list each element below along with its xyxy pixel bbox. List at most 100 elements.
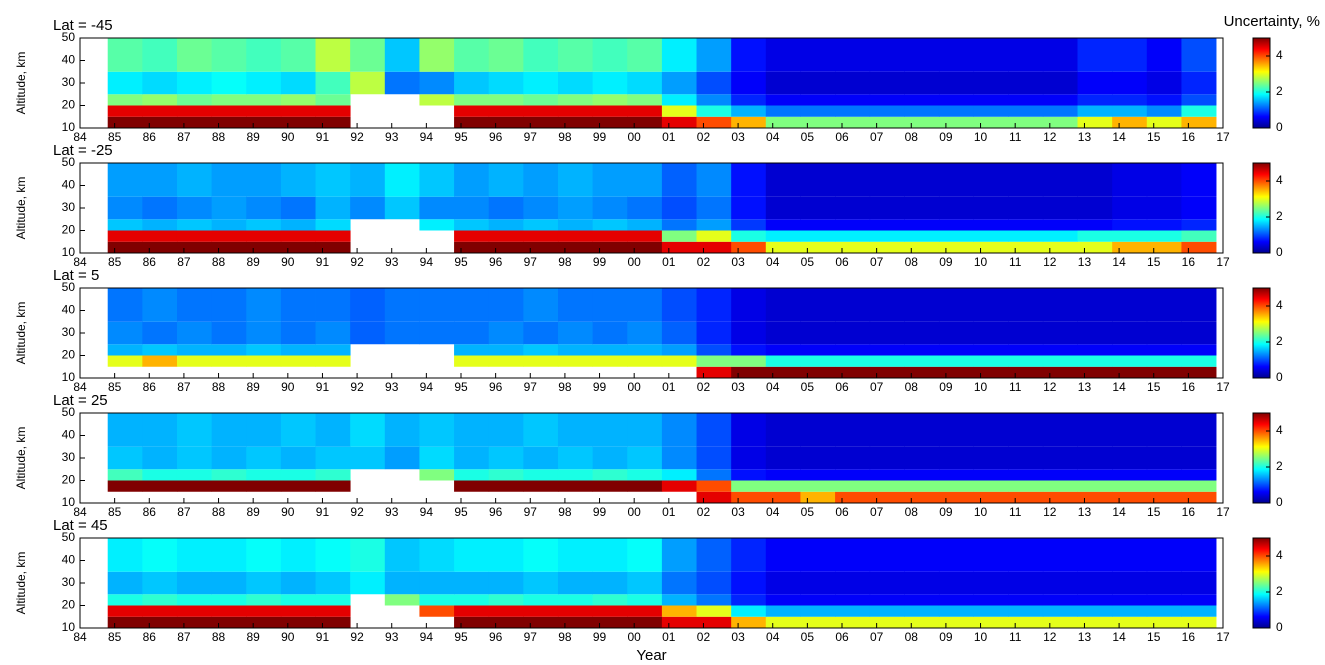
- heat-cell: [280, 230, 316, 242]
- y-tick-label: 30: [62, 575, 76, 589]
- heat-cell: [142, 413, 178, 447]
- heat-cell: [488, 71, 524, 95]
- heat-cell: [488, 446, 524, 470]
- colorbar: [1252, 287, 1271, 379]
- x-tick-label: 05: [801, 380, 815, 394]
- x-tick-label: 17: [1216, 380, 1230, 394]
- heat-cell: [211, 94, 247, 106]
- heat-cell: [1077, 241, 1113, 253]
- heat-cell: [350, 413, 386, 447]
- heat-cell: [1112, 446, 1148, 470]
- heat-cell: [938, 616, 975, 628]
- heat-cell: [800, 241, 836, 253]
- heat-cell: [557, 288, 594, 322]
- heat-cell: [107, 321, 143, 345]
- heat-cell: [280, 288, 316, 322]
- heat-cell: [1008, 413, 1044, 447]
- heat-cell: [1181, 605, 1217, 617]
- heat-cell: [488, 469, 524, 481]
- heat-cell: [1181, 413, 1217, 447]
- x-tick-label: 84: [73, 505, 87, 519]
- heat-cell: [938, 116, 975, 128]
- heat-cell: [973, 616, 1009, 628]
- heat-cell: [661, 538, 697, 572]
- heat-cell: [1146, 344, 1182, 356]
- heat-cell: [280, 355, 316, 367]
- heat-cell: [1112, 480, 1148, 492]
- heat-cell: [627, 594, 663, 606]
- heat-cell: [938, 469, 975, 481]
- heat-cell: [107, 116, 143, 128]
- heat-cell: [419, 571, 455, 595]
- heat-cell: [800, 413, 836, 447]
- heat-cell: [454, 288, 490, 322]
- x-tick-label: 17: [1216, 255, 1230, 269]
- heat-cell: [1112, 491, 1148, 503]
- heat-cell: [1042, 71, 1078, 95]
- heat-cell: [488, 321, 524, 345]
- heat-cell: [1077, 288, 1113, 322]
- x-tick-label: 09: [939, 130, 953, 144]
- x-tick-label: 89: [247, 380, 261, 394]
- heat-cell: [696, 538, 732, 572]
- heat-cell: [938, 105, 975, 117]
- heat-cell: [142, 355, 178, 367]
- heat-cell: [1146, 230, 1182, 242]
- heat-cell: [1146, 71, 1182, 95]
- heat-cell: [800, 94, 836, 106]
- heat-cell: [800, 538, 836, 572]
- x-tick-label: 06: [835, 380, 849, 394]
- heat-cell: [835, 616, 871, 628]
- heat-cell: [280, 605, 316, 617]
- heat-cell: [1181, 538, 1217, 572]
- heat-cell: [176, 469, 213, 481]
- x-tick-label: 92: [350, 630, 364, 644]
- heat-cell: [523, 469, 559, 481]
- heat-cell: [835, 94, 871, 106]
- heat-cell: [488, 616, 524, 628]
- heat-cell: [627, 241, 663, 253]
- heat-cell: [557, 241, 594, 253]
- heat-cell: [592, 446, 628, 470]
- heat-cell: [627, 116, 663, 128]
- heat-cell: [696, 116, 732, 128]
- heat-cell: [523, 288, 559, 322]
- heat-cell: [350, 446, 386, 470]
- heat-cell: [384, 321, 420, 345]
- colorbar-tick-label: 4: [1276, 173, 1283, 187]
- heat-cell: [1181, 105, 1217, 117]
- x-tick-label: 05: [801, 630, 815, 644]
- x-tick-label: 12: [1043, 630, 1057, 644]
- x-tick-label: 84: [73, 130, 87, 144]
- heat-cell: [904, 196, 940, 220]
- x-tick-label: 94: [420, 380, 434, 394]
- heat-cell: [142, 105, 178, 117]
- heat-cell: [523, 241, 559, 253]
- heat-cell: [557, 571, 594, 595]
- heat-cell: [800, 480, 836, 492]
- heat-cell: [142, 480, 178, 492]
- heat-cell: [176, 605, 213, 617]
- heat-cell: [973, 230, 1009, 242]
- heat-cell: [107, 594, 143, 606]
- x-tick-label: 06: [835, 130, 849, 144]
- heat-cell: [835, 446, 871, 470]
- y-tick-label: 50: [62, 30, 76, 44]
- heat-cell: [731, 288, 767, 322]
- heat-cell: [731, 71, 767, 95]
- heat-cell: [765, 163, 801, 197]
- heat-cell: [1077, 105, 1113, 117]
- heat-cell: [454, 469, 490, 481]
- heat-cell: [557, 321, 594, 345]
- heat-cell: [973, 594, 1009, 606]
- heat-cell: [315, 355, 351, 367]
- heat-cell: [592, 571, 628, 595]
- heat-cell: [731, 344, 767, 356]
- heat-cell: [1146, 571, 1182, 595]
- heat-cell: [696, 605, 732, 617]
- heat-cell: [835, 105, 871, 117]
- heat-cell: [176, 163, 213, 197]
- heat-cell: [627, 94, 663, 106]
- heat-cell: [142, 538, 178, 572]
